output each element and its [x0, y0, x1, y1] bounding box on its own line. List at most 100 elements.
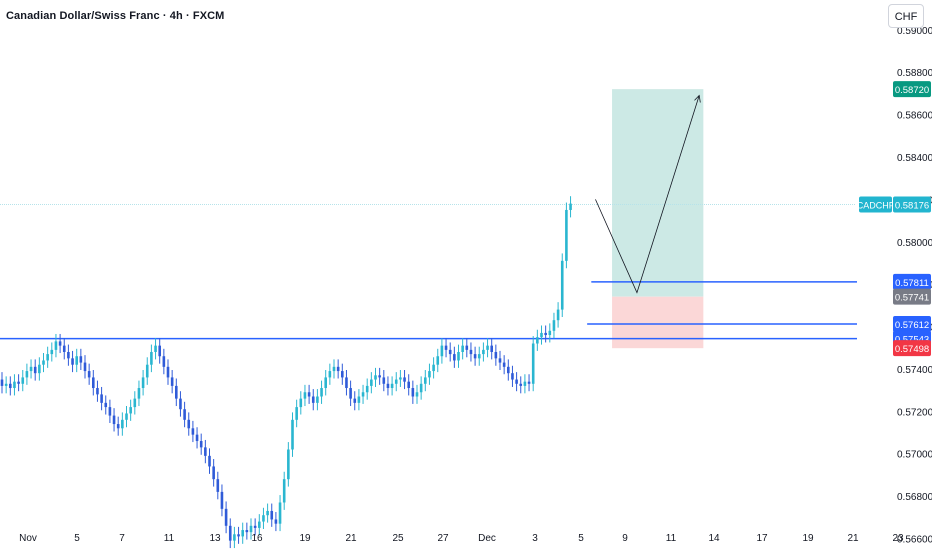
candle-body [287, 449, 290, 480]
entry-price-tag-text: 0.57741 [895, 293, 929, 304]
level-price-tag: 0.57612 [893, 316, 931, 333]
candle [154, 338, 157, 360]
candle [191, 420, 195, 443]
candle [370, 372, 373, 394]
x-tick-label: 21 [345, 533, 357, 544]
candle [419, 376, 423, 400]
candle-body [440, 345, 444, 357]
candle [282, 471, 286, 510]
candle [444, 338, 448, 358]
candle [461, 338, 464, 360]
x-tick-label: 3 [532, 533, 538, 544]
candle [552, 312, 556, 339]
candle-body [116, 424, 120, 429]
candle-body [170, 377, 174, 386]
candle-body [299, 398, 303, 408]
candle [536, 329, 539, 351]
candle [548, 323, 552, 343]
candle [307, 384, 311, 404]
candle [79, 348, 83, 371]
candle-body [536, 337, 539, 344]
candle-body [311, 396, 315, 403]
candle-body [282, 479, 286, 503]
level-price-tag-text: 0.57612 [895, 320, 929, 331]
candle-body [233, 534, 236, 541]
candle [150, 344, 153, 373]
horizontal-levels [0, 203, 857, 340]
candle [158, 338, 161, 364]
candle [540, 325, 543, 345]
candle [233, 526, 236, 549]
x-tick-label: 23 [892, 533, 904, 544]
candle-body [303, 392, 307, 399]
candle-body [569, 203, 572, 210]
x-tick-label: 5 [578, 533, 584, 544]
candle-body [175, 385, 178, 399]
x-tick-label: 27 [437, 533, 449, 544]
y-tick-label: 0.57000 [897, 450, 932, 461]
candle [515, 372, 518, 392]
y-tick-label: 0.58600 [897, 111, 932, 122]
candle [253, 518, 257, 536]
candle-body [42, 360, 45, 365]
candle-body [129, 407, 132, 414]
candle [390, 376, 394, 396]
candle-body [228, 525, 232, 541]
target-price-tag-bg [893, 81, 931, 98]
candle [270, 503, 274, 527]
symbol-tag-bg [859, 196, 892, 213]
candle-body [556, 309, 560, 321]
level-price-tag: 0.57811 [893, 273, 931, 290]
candle [341, 363, 344, 385]
projection-arrow[interactable] [595, 96, 699, 294]
candle [316, 389, 319, 411]
candle [278, 495, 282, 532]
target-price-tag-text: 0.58720 [895, 85, 929, 96]
candle [25, 363, 29, 385]
stop-price-tag-text: 0.57498 [895, 344, 929, 355]
candle [50, 342, 54, 362]
candle [228, 518, 232, 549]
candle [490, 338, 493, 360]
candle [511, 365, 514, 387]
candle-body [502, 362, 506, 367]
candle [75, 348, 78, 373]
candle-body [21, 377, 25, 384]
currency-button[interactable]: CHF [888, 4, 924, 28]
candle [457, 344, 460, 368]
candle-body [108, 407, 112, 416]
candle-body [179, 398, 182, 410]
candle-body [507, 366, 510, 374]
candle-body [428, 371, 431, 378]
entry-price-tag: 0.57741 [893, 288, 931, 305]
x-tick-label: 7 [119, 533, 125, 544]
time-axis[interactable]: Nov 5 7 11 13 16 19 21 25 27 Dec 3 5 9 11 14 17 19 21 23 [19, 533, 904, 544]
candle-body [17, 381, 20, 384]
candle-body [399, 377, 402, 380]
candle [436, 348, 440, 373]
candle-body [54, 341, 58, 350]
candle [216, 471, 220, 500]
candle [183, 401, 186, 428]
candle-body [320, 388, 323, 397]
profit-zone [612, 89, 704, 297]
candle-body [295, 407, 298, 420]
candle-body [469, 349, 473, 355]
candle-body [158, 345, 161, 357]
candle [92, 370, 95, 396]
candle-body [403, 377, 406, 382]
candle [83, 355, 87, 379]
candle-body [87, 371, 91, 378]
candle-body [328, 371, 332, 378]
candle [453, 346, 456, 368]
candle-body [424, 377, 427, 384]
candle-body [527, 381, 531, 384]
candle [166, 359, 170, 385]
candle [311, 389, 315, 411]
candle-body [444, 345, 448, 350]
candle-body [473, 354, 477, 359]
candle [108, 399, 112, 423]
candle-body [490, 345, 493, 352]
candle-body [71, 358, 74, 365]
